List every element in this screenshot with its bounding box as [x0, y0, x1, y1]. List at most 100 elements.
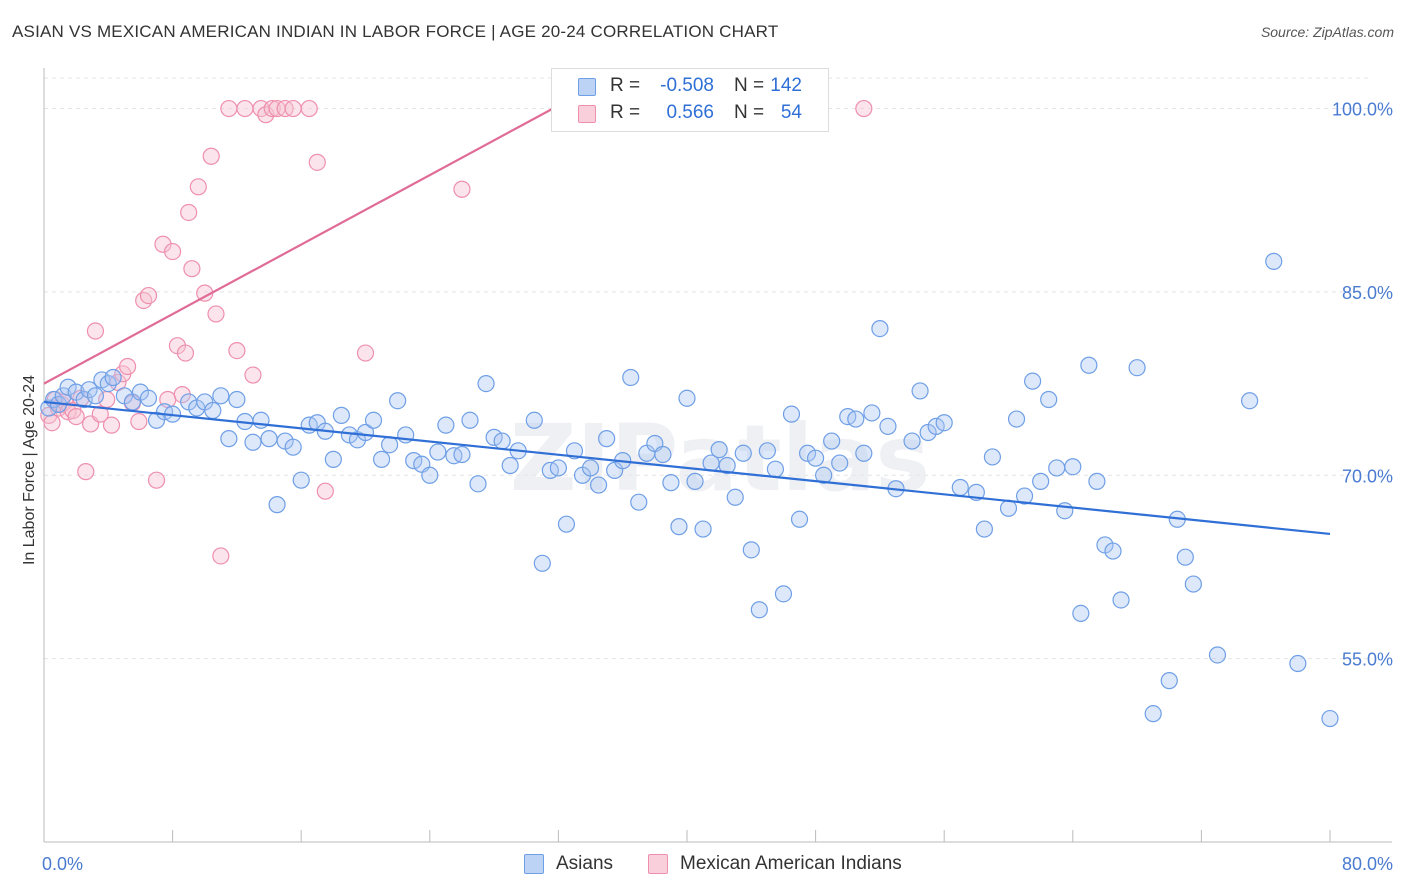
asian-point [1048, 459, 1066, 477]
asian-point [670, 518, 688, 536]
asians-legend-label: Asians [556, 853, 614, 874]
mexican-legend-label: Mexican American Indians [680, 853, 902, 874]
asian-point [678, 389, 696, 407]
asian-point [405, 452, 423, 470]
asian-point [782, 405, 801, 423]
asian-point [847, 410, 865, 428]
mexican-point [212, 547, 230, 565]
asian-point [630, 493, 648, 511]
r-value: 0.566 [666, 102, 714, 123]
asian-point [1265, 252, 1283, 270]
asian-point [1007, 410, 1026, 428]
asian-point [59, 378, 77, 396]
asian-point [268, 496, 286, 514]
watermark: ZIPatlas [510, 405, 930, 512]
asian-point [654, 445, 672, 464]
mexican-point [164, 242, 182, 261]
asian-point [139, 389, 158, 407]
tick-labels: 55.0% 70.0% 85.0% 100.0% 0.0% 80.0% [42, 100, 1393, 874]
mexican-point [86, 322, 105, 340]
asian-point [823, 432, 841, 450]
legend-row-mexican: R = 0.566 N = 54 [552, 100, 828, 128]
asian-point [766, 460, 785, 478]
mexican-point [207, 305, 225, 323]
asian-point [1184, 575, 1202, 593]
asian-point [927, 417, 945, 435]
asian-point [1088, 472, 1106, 490]
asian-point [324, 450, 342, 468]
asian-point [80, 381, 98, 399]
source-label: Source: ZipAtlas.com [1260, 24, 1394, 40]
mexican-point [183, 260, 201, 278]
asian-point [694, 520, 712, 538]
asian-point [975, 520, 993, 538]
asian-point [429, 443, 447, 461]
n-label: N = [734, 102, 765, 123]
n-label: N = [734, 75, 765, 96]
y-tick-label: 85.0% [1342, 283, 1393, 303]
asian-point [372, 450, 391, 468]
asian-point [244, 433, 262, 451]
asian-point [228, 390, 246, 409]
asian-point [903, 432, 921, 450]
asian-point [389, 392, 407, 410]
asian-point [332, 406, 350, 424]
asian-point [461, 411, 479, 429]
asian-point [501, 456, 519, 475]
asian-point [533, 554, 551, 572]
correlation-legend: R = -0.508 N = 142 R = 0.566 N = 54 [551, 68, 829, 132]
asian-point [356, 423, 375, 442]
asian-point [815, 466, 833, 484]
asian-point [871, 319, 889, 338]
asian-point [598, 430, 616, 448]
asian-point [686, 472, 704, 490]
x-tick-label: 0.0% [42, 854, 83, 874]
asian-point [549, 459, 568, 477]
asian-point [284, 438, 302, 456]
asian-point [1072, 604, 1090, 623]
asian-point [863, 404, 881, 422]
asian-point [589, 476, 608, 494]
asian-point [951, 478, 969, 497]
asian-point [734, 444, 752, 462]
asian-point [758, 442, 776, 460]
mexican-swatch [578, 105, 596, 123]
asian-point [260, 430, 278, 448]
chart-title: ASIAN VS MEXICAN AMERICAN INDIAN IN LABO… [12, 22, 779, 41]
asian-point [469, 475, 487, 493]
asian-point [292, 471, 310, 489]
asian-point [453, 445, 471, 464]
asian-point [1144, 705, 1162, 723]
asian-point [1040, 390, 1058, 409]
y-tick-label: 70.0% [1342, 466, 1393, 486]
asian-point [774, 585, 793, 603]
asian-point [1112, 591, 1130, 609]
asian-point [983, 448, 1002, 466]
asian-point [493, 432, 511, 450]
mexican-point [308, 153, 326, 171]
asian-point [40, 399, 58, 417]
asian-point [212, 387, 230, 405]
asian-point [999, 499, 1018, 517]
mexican-trend-line [43, 100, 567, 385]
asian-point [806, 449, 825, 467]
asian-point [1321, 709, 1339, 728]
asian-point [1208, 646, 1227, 664]
mexican-point [91, 405, 109, 423]
asian-point [1176, 548, 1194, 566]
grid-lines [44, 77, 1370, 660]
mexican-point [176, 344, 195, 362]
mexican-point [228, 341, 246, 360]
n-value: 142 [770, 75, 802, 96]
r-label: R = [610, 102, 641, 123]
mexican-point [67, 408, 85, 426]
asian-point [381, 436, 399, 454]
legend-row-asians: R = -0.508 N = 142 [552, 73, 828, 101]
mexican-point [316, 482, 334, 500]
asian-point [1160, 672, 1178, 690]
r-value: -0.508 [660, 75, 714, 96]
asian-point [220, 430, 238, 448]
mexican-point [220, 99, 238, 118]
mexican-point [356, 344, 375, 362]
